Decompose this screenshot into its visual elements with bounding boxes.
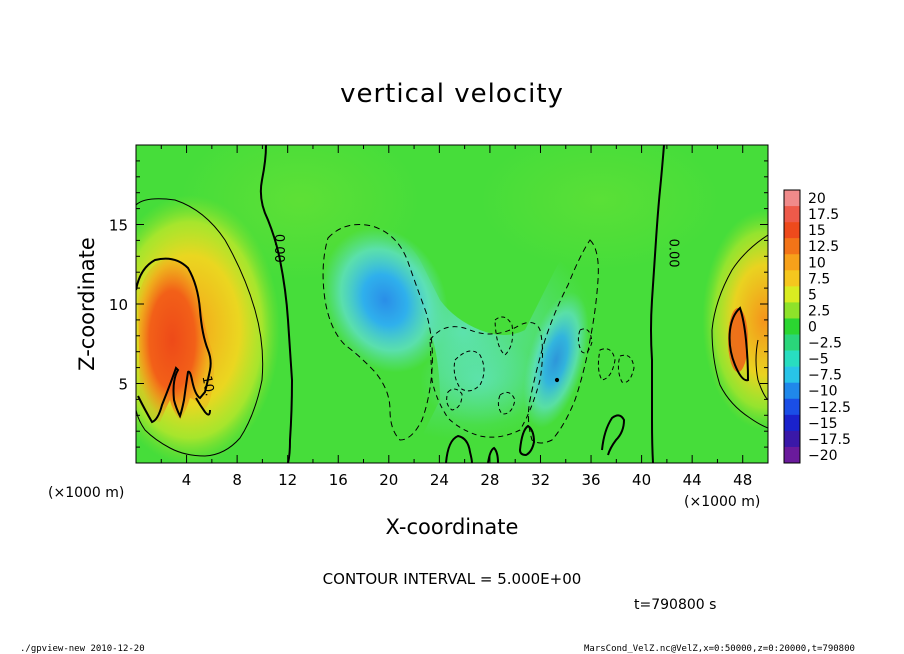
plus5-contour-right — [711, 234, 768, 429]
x-tick-label: 32 — [531, 471, 550, 489]
contour-label: 0.00 — [665, 239, 680, 268]
colorbar-label: −5 — [808, 352, 829, 368]
contour-lines — [136, 145, 768, 463]
contour-label: 0.00 — [271, 234, 286, 263]
colorbar-swatch — [784, 270, 800, 287]
minus5-contour-right-cell — [527, 239, 599, 444]
x-unit-right: (×1000 m) — [684, 494, 760, 510]
x-tick-label: 16 — [329, 471, 348, 489]
colorbar-label: −7.5 — [808, 368, 842, 384]
minus5-contour-left-cell — [322, 224, 433, 441]
colorbar-swatch — [784, 414, 800, 432]
x-tick-label: 48 — [733, 471, 752, 489]
x-unit-left: (×1000 m) — [48, 485, 124, 501]
colorbar-swatch — [784, 318, 800, 335]
colorbar-swatch — [784, 430, 800, 448]
colorbar-swatch — [784, 302, 800, 319]
plus5-contour-left — [136, 198, 264, 457]
colorbar-swatch — [784, 334, 800, 351]
colorbar-frame — [783, 189, 801, 464]
right-updraft-outer — [696, 210, 768, 430]
time-label: t=790800 s — [634, 597, 716, 613]
colorbar-label: −20 — [808, 448, 838, 464]
colorbar-label: 0 — [808, 320, 817, 336]
colorbar-label: 15 — [808, 223, 826, 239]
x-axis-label: X-coordinate — [386, 515, 519, 539]
colorbar-label: −15 — [808, 416, 838, 432]
plus10-contour-right — [728, 306, 750, 382]
colorbar-label: −10 — [808, 384, 838, 400]
footer-left: ./gpview-new 2010-12-20 — [20, 644, 145, 654]
y-tick-label: 5 — [118, 376, 128, 394]
colorbar-label: −12.5 — [808, 400, 851, 416]
x-tick-label: 12 — [278, 471, 297, 489]
chart-title: vertical velocity — [340, 79, 564, 109]
contour-interval-note: CONTOUR INTERVAL = 5.000E+00 — [323, 570, 582, 588]
colorbar-swatch — [784, 446, 800, 464]
colorbar-label: 17.5 — [808, 207, 839, 223]
x-tick-label: 20 — [379, 471, 398, 489]
x-tick-label: 28 — [480, 471, 499, 489]
colorbar: 2017.51512.5107.552.50−2.5−5−7.5−10−12.5… — [783, 189, 851, 464]
left-updraft-core — [138, 258, 214, 422]
colorbar-label: 10 — [808, 255, 826, 271]
plus10-contour-left — [136, 257, 212, 424]
x-tick-label: 44 — [683, 471, 702, 489]
colorbar-label: 12.5 — [808, 239, 839, 255]
colorbar-label: 7.5 — [808, 271, 830, 287]
contour-label: 10. — [199, 375, 217, 398]
colorbar-swatch — [784, 398, 800, 416]
zero-contour-right — [650, 145, 665, 463]
y-axis: 5 10 15 — [109, 160, 768, 448]
x-tick-label: 36 — [581, 471, 600, 489]
footer-right: MarsCond_VelZ.nc@VelZ,x=0:50000,z=0:2000… — [584, 644, 855, 654]
colorbar-swatch — [784, 286, 800, 303]
colorbar-label: 2.5 — [808, 303, 830, 319]
colorbar-label: −2.5 — [808, 336, 842, 352]
colorbar-label: −17.5 — [808, 432, 851, 448]
colorbar-swatch — [784, 222, 800, 239]
x-tick-label: 4 — [182, 471, 192, 489]
colorbar-swatch — [784, 238, 800, 255]
x-tick-label: 8 — [232, 471, 242, 489]
x-tick-label: 24 — [430, 471, 449, 489]
colorbar-swatch — [784, 206, 800, 223]
contour-labels: 0.00 0.00 10. — [199, 234, 681, 398]
colorbar-label: 20 — [808, 191, 826, 207]
x-tick-label: 40 — [632, 471, 651, 489]
zero-contour-left — [259, 145, 294, 463]
y-axis-label: Z-coordinate — [75, 237, 99, 371]
x-axis: 4 8 12 16 20 24 28 32 36 40 44 48 — [160, 145, 752, 489]
colorbar-swatch — [784, 190, 800, 207]
y-tick-label: 15 — [109, 217, 128, 235]
colorbar-label: 5 — [808, 287, 817, 303]
heatmap-field — [136, 145, 768, 463]
colorbar-swatch — [784, 382, 800, 400]
colorbar-swatch — [784, 254, 800, 271]
colorbar-swatch — [784, 350, 800, 367]
y-tick-label: 10 — [109, 296, 128, 314]
colorbar-swatch — [784, 366, 800, 384]
